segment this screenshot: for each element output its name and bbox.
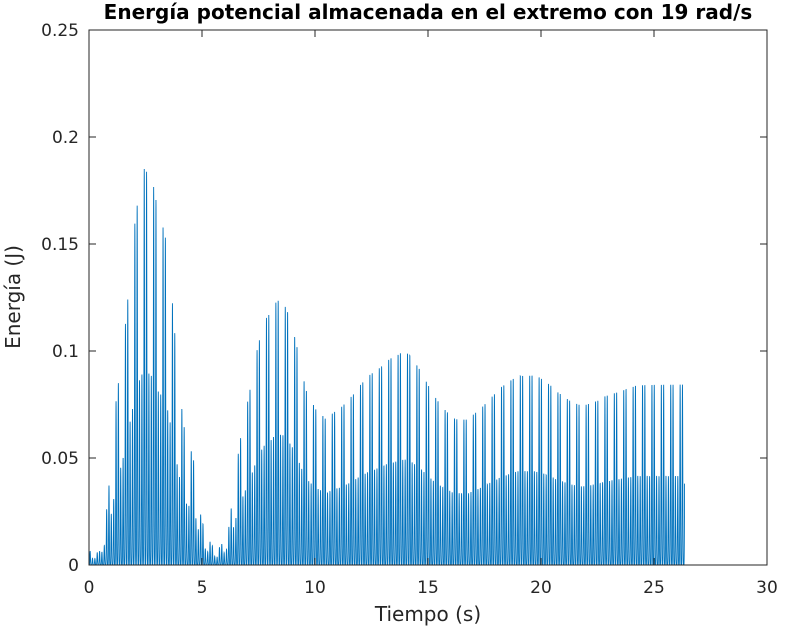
- x-tick-label: 15: [417, 578, 439, 598]
- series-layer: [88, 169, 685, 566]
- y-tick-label: 0: [68, 556, 79, 576]
- chart-title: Energía potencial almacenada en el extre…: [104, 0, 753, 24]
- x-tick-label: 20: [530, 578, 552, 598]
- y-tick-label: 0.15: [41, 235, 79, 255]
- ticks-layer: 0 5 10 15 20 25 30 0 0.05 0.1 0.15 0.2 0.25: [41, 21, 778, 598]
- y-axis-title: Energía (J): [1, 245, 25, 349]
- x-axis-title: Tiempo (s): [374, 602, 481, 626]
- series-line: [88, 169, 685, 566]
- x-tick-label: 30: [756, 578, 778, 598]
- x-tick-label: 5: [197, 578, 208, 598]
- x-tick-label: 10: [304, 578, 326, 598]
- y-tick-label: 0.25: [41, 21, 79, 41]
- x-tick-label: 0: [84, 578, 95, 598]
- y-tick-label: 0.1: [52, 342, 79, 362]
- y-tick-label: 0.05: [41, 449, 79, 469]
- y-tick-label: 0.2: [52, 128, 79, 148]
- x-tick-label: 25: [643, 578, 665, 598]
